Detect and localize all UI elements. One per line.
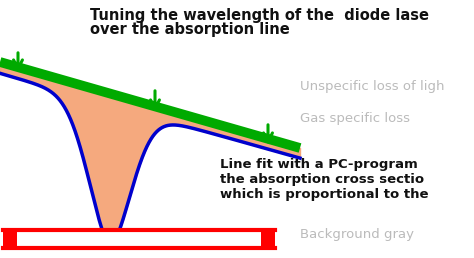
Text: Gas specific loss: Gas specific loss xyxy=(300,112,410,125)
Text: Background gray: Background gray xyxy=(300,228,414,241)
Text: the absorption cross sectio: the absorption cross sectio xyxy=(220,173,424,186)
Text: Line fit with a PC-program: Line fit with a PC-program xyxy=(220,158,422,171)
Bar xyxy=(17,232,261,246)
Text: Tuning the wavelength of the  diode lase: Tuning the wavelength of the diode lase xyxy=(90,8,429,23)
Text: over the absorption line: over the absorption line xyxy=(90,22,290,37)
Text: which is proportional to the: which is proportional to the xyxy=(220,188,428,201)
Text: Unspecific loss of ligh: Unspecific loss of ligh xyxy=(300,80,445,93)
Bar xyxy=(3,228,275,250)
Bar xyxy=(261,228,275,250)
Bar xyxy=(3,228,17,250)
